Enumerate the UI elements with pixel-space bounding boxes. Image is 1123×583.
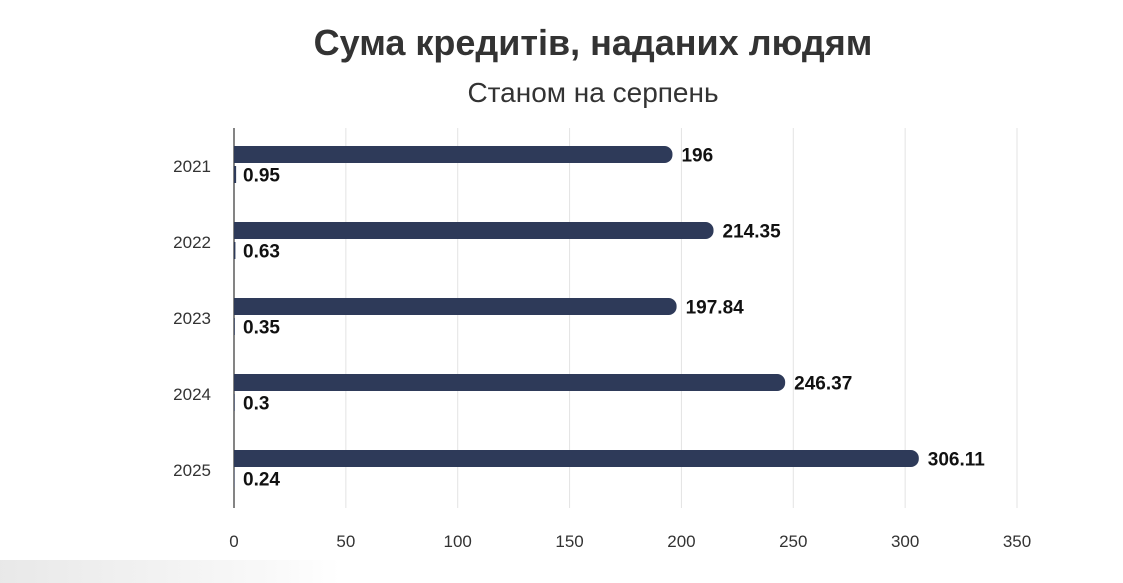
x-tick-label: 350 — [1003, 532, 1031, 551]
data-label: 306.11 — [928, 450, 985, 471]
bar-2023 — [234, 298, 677, 315]
data-label: 0.3 — [243, 394, 269, 415]
bar-small-2025 — [234, 470, 235, 487]
data-label: 246.37 — [794, 374, 852, 395]
x-tick-label: 250 — [779, 532, 807, 551]
bar-2021 — [234, 146, 673, 163]
bar-small-2023 — [234, 318, 235, 335]
data-label: 0.63 — [243, 242, 280, 263]
bar-base-2021 — [234, 146, 244, 163]
chart-subtitle: Станом на серпень — [467, 77, 719, 108]
bar-small-2022 — [234, 242, 236, 259]
x-tick-label: 100 — [444, 532, 472, 551]
y-tick-label: 2023 — [173, 309, 211, 328]
data-label: 214.35 — [723, 222, 782, 243]
data-label: 0.24 — [243, 470, 280, 491]
bar-small-2024 — [234, 394, 235, 411]
x-tick-label: 150 — [555, 532, 583, 551]
x-tick-label: 200 — [667, 532, 695, 551]
y-tick-label: 2022 — [173, 233, 211, 252]
y-tick-label: 2025 — [173, 461, 211, 480]
bar-base-2025 — [234, 450, 244, 467]
bar-base-2022 — [234, 222, 244, 239]
y-tick-label: 2024 — [173, 385, 211, 404]
y-tick-label: 2021 — [173, 157, 211, 176]
bar-2022 — [234, 222, 714, 239]
data-label: 0.95 — [243, 166, 280, 187]
bar-base-2024 — [234, 374, 244, 391]
data-label: 0.35 — [243, 318, 280, 339]
bottom-shade — [0, 560, 340, 583]
chart-title: Сума кредитів, наданих людям — [313, 22, 873, 63]
bar-small-2021 — [234, 166, 237, 183]
data-label: 196 — [681, 146, 713, 167]
bar-2024 — [234, 374, 786, 391]
bar-base-2023 — [234, 298, 244, 315]
bar-2025 — [234, 450, 919, 467]
data-label: 197.84 — [686, 298, 745, 319]
x-tick-label: 0 — [229, 532, 238, 551]
x-tick-label: 300 — [891, 532, 919, 551]
x-tick-label: 50 — [336, 532, 355, 551]
